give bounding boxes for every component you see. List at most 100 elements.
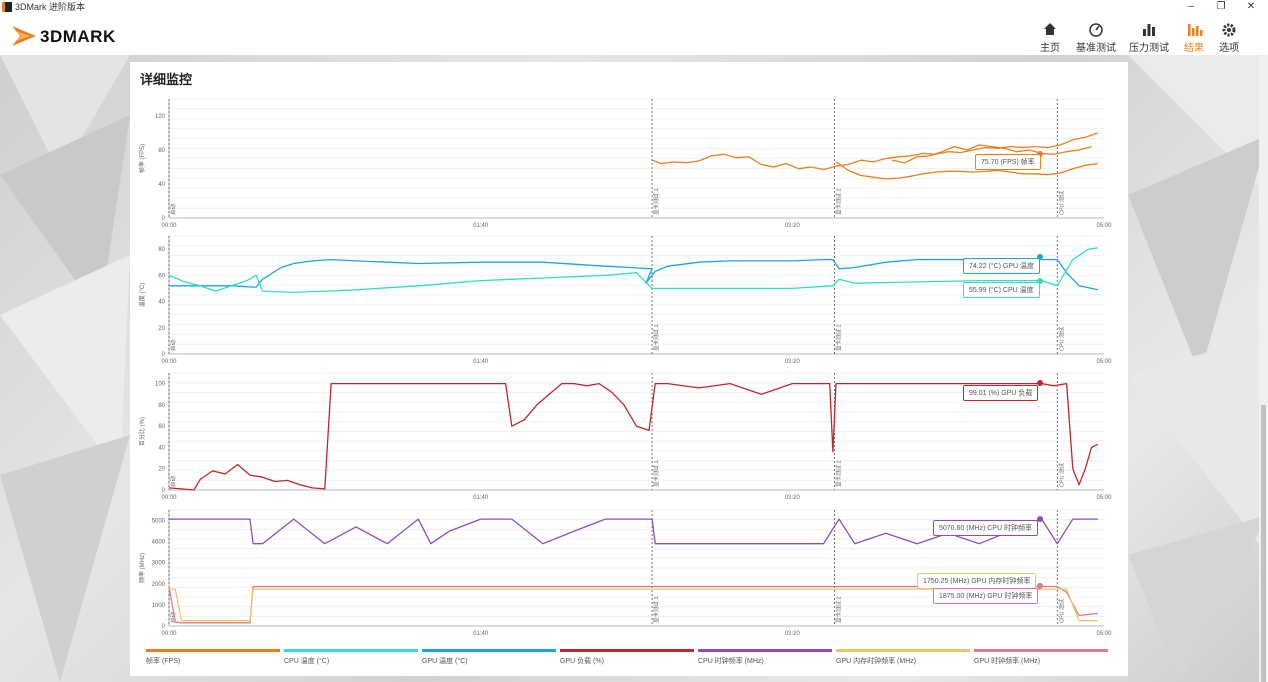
legend-color-bar[interactable] — [422, 649, 556, 652]
event-marker-label: 显卡测试 2 — [834, 460, 842, 487]
event-marker-label: 启动 — [169, 475, 177, 487]
chart-tooltip: 74.22 (°C) GPU 温度 — [963, 258, 1041, 274]
y-tick-label: 2000 — [152, 582, 166, 588]
chart-tooltip: 99.01 (%) GPU 负载 — [963, 385, 1039, 401]
y-tick-label: 0 — [162, 488, 166, 494]
y-tick-label: 0 — [162, 216, 166, 222]
legend-item[interactable]: CPU 温度 (°C) — [284, 658, 330, 665]
close-button[interactable]: ✕ — [1246, 1, 1256, 12]
y-tick-label: 5000 — [152, 519, 166, 525]
legend-color-bar[interactable] — [698, 649, 832, 652]
chart-tooltip: 1875.00 (MHz) GPU 时钟频率 — [933, 588, 1039, 604]
x-tick-label: 00:00 — [161, 223, 177, 229]
background-pattern — [0, 55, 1268, 682]
y-axis-label: 频率 (MHz) — [138, 553, 146, 583]
app-icon — [2, 2, 12, 12]
y-tick-label: 20 — [158, 326, 165, 332]
legend-color-bar[interactable] — [146, 649, 280, 652]
x-tick-label: 05:00 — [1096, 359, 1112, 365]
legend-color-bar[interactable] — [836, 649, 970, 652]
y-tick-label: 100 — [155, 382, 166, 388]
maximize-button[interactable]: ❐ — [1216, 1, 1226, 12]
results-icon — [1188, 24, 1203, 36]
event-marker-label: CPU 测试 — [1057, 598, 1065, 623]
y-tick-label: 0 — [162, 624, 166, 630]
x-tick-label: 03:20 — [785, 631, 801, 637]
y-tick-label: 40 — [158, 182, 165, 188]
legend-item[interactable]: CPU 时钟频率 (MHz) — [698, 658, 764, 665]
nav-benchmarks-label: 基准测试 — [1076, 43, 1116, 54]
y-tick-label: 0 — [162, 352, 166, 358]
home-icon — [1044, 23, 1056, 35]
3dmark-logo[interactable]: 3DMARK — [10, 20, 150, 50]
vertical-scrollbar[interactable] — [1259, 55, 1268, 682]
legend-item[interactable]: GPU 内存时钟频率 (MHz) — [836, 658, 917, 665]
minimize-button[interactable]: – — [1188, 1, 1194, 12]
chart-tooltip: 1750.25 (MHz) GPU 内存时钟频率 — [917, 573, 1037, 589]
event-marker-label: CPU 测试 — [1057, 326, 1065, 351]
series-line — [835, 161, 1098, 180]
event-marker-label: 显卡测试 1 — [652, 188, 660, 215]
tooltip-dot — [1037, 583, 1043, 589]
y-tick-label: 40 — [158, 300, 165, 306]
y-axis-label: 温度 (°C) — [138, 283, 146, 307]
nav-stress-tests-label: 压力测试 — [1129, 43, 1169, 54]
legend-color-bar[interactable] — [284, 649, 418, 652]
event-marker-label: CPU 测试 — [1057, 462, 1065, 487]
event-marker-label: 显卡测试 2 — [834, 324, 842, 351]
y-tick-label: 4000 — [152, 540, 166, 546]
nav-home[interactable]: 主页 — [1036, 16, 1064, 54]
legend-item[interactable]: 帧率 (FPS) — [146, 658, 181, 665]
legend-color-bar[interactable] — [974, 649, 1108, 652]
nav-benchmarks[interactable]: 基准测试 — [1074, 16, 1118, 54]
series-line — [168, 247, 1098, 294]
event-marker-label: 启动 — [169, 339, 177, 351]
logo-text: 3DMARK — [40, 27, 116, 46]
y-tick-label: 1000 — [152, 603, 166, 609]
scrollbar-thumb[interactable] — [1261, 405, 1266, 682]
x-tick-label: 03:20 — [785, 359, 801, 365]
legend-color-bar[interactable] — [560, 649, 694, 652]
legend-item[interactable]: GPU 温度 (°C) — [422, 658, 468, 665]
legend-item[interactable]: GPU 负载 (%) — [560, 658, 604, 665]
y-tick-label: 40 — [158, 445, 165, 451]
event-marker-label: 显卡测试 1 — [652, 596, 660, 623]
series-line — [169, 588, 1098, 622]
legend-item[interactable]: GPU 时钟频率 (MHz) — [974, 658, 1041, 665]
y-tick-label: 120 — [155, 114, 166, 120]
y-axis-label: 百分比 (%) — [138, 417, 146, 446]
x-tick-label: 03:20 — [785, 223, 801, 229]
panel-title: 详细监控 — [140, 72, 193, 87]
x-tick-label: 00:00 — [161, 359, 177, 365]
detailed-monitoring-panel: 详细监控 0 40 80 120 00:00 01:40 03:20 05:00 帧率 (FPS… — [130, 62, 1128, 676]
logo-icon — [12, 26, 36, 46]
y-tick-label: 3000 — [152, 561, 166, 567]
series-line — [168, 585, 1098, 624]
event-marker-label: 显卡测试 1 — [652, 324, 660, 351]
title-bar: 3DMark 进阶版本 – ❐ ✕ — [0, 0, 1268, 14]
y-axis-label: 帧率 (FPS) — [138, 144, 146, 173]
x-tick-label: 05:00 — [1096, 495, 1112, 501]
event-marker-label: 启动 — [169, 203, 177, 215]
bar-chart-icon — [1143, 24, 1155, 36]
nav-results[interactable]: 结果 — [1180, 16, 1208, 54]
x-tick-label: 05:00 — [1096, 631, 1112, 637]
nav-stress-tests[interactable]: 压力测试 — [1128, 16, 1170, 54]
series-line — [651, 132, 1099, 171]
x-tick-label: 03:20 — [785, 495, 801, 501]
y-tick-label: 60 — [158, 273, 165, 279]
y-tick-label: 80 — [158, 403, 165, 409]
nav-options[interactable]: 选项 — [1215, 16, 1243, 54]
event-marker-label: 显卡测试 2 — [834, 596, 842, 623]
x-tick-label: 01:40 — [473, 631, 489, 637]
chart-panel-1: 0 40 80 120 00:00 01:40 03:20 05:00 帧率 (FPS) 启动 显卡… — [138, 98, 1112, 229]
x-tick-label: 05:00 — [1096, 223, 1112, 229]
nav-results-label: 结果 — [1184, 43, 1204, 54]
chart-tooltip: 55.99 (°C) CPU 温度 — [963, 282, 1040, 298]
y-tick-label: 80 — [158, 148, 165, 154]
x-tick-label: 01:40 — [473, 223, 489, 229]
x-tick-label: 01:40 — [473, 359, 489, 365]
series-line — [168, 382, 1099, 491]
nav-home-label: 主页 — [1040, 43, 1060, 54]
